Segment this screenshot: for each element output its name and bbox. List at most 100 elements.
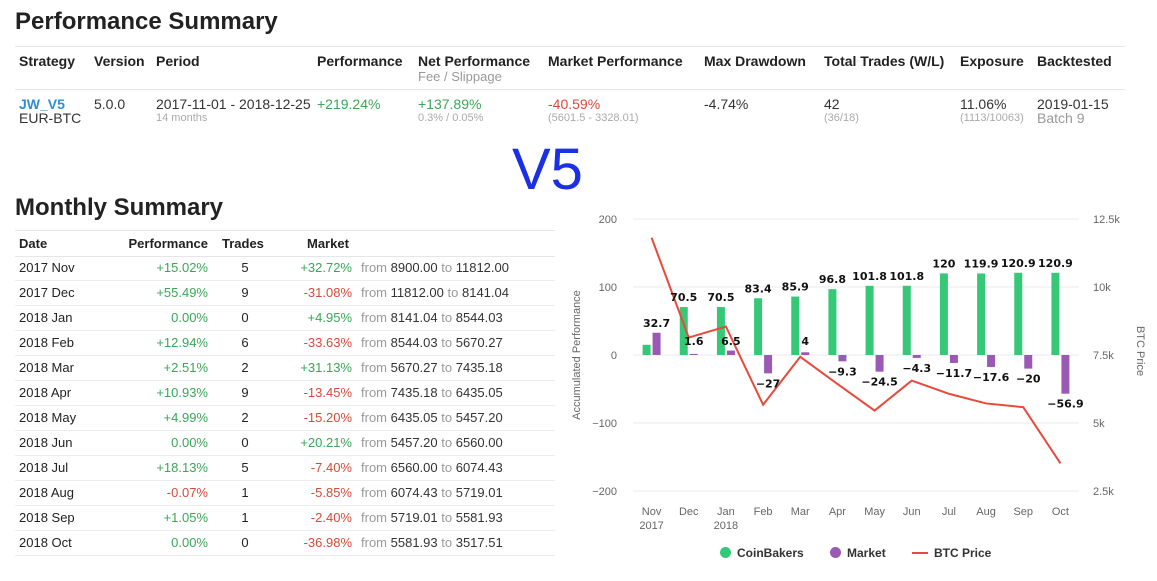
- y2-tick-label: 2.5k: [1093, 486, 1114, 498]
- data-label-market: 32.7: [643, 317, 670, 330]
- monthly-to-word: to: [441, 435, 453, 450]
- y-tick-label: −100: [592, 418, 617, 430]
- bar-coinbakers: [754, 298, 763, 355]
- monthly-date: 2018 Aug: [19, 485, 74, 500]
- x-tick-label: Nov: [642, 506, 662, 518]
- monthly-from-word: from: [361, 310, 387, 325]
- data-label-coinbakers: 120.9: [1001, 257, 1036, 270]
- legend-market[interactable]: Market: [830, 546, 886, 560]
- monthly-market: -15.20%: [303, 410, 352, 425]
- monthly-range: from 6435.05 to 5457.20: [361, 410, 503, 425]
- y-tick-label: 200: [599, 214, 617, 226]
- monthly-market: -7.40%: [310, 460, 352, 475]
- y2-tick-label: 7.5k: [1093, 350, 1114, 362]
- monthly-to-value: 6560.00: [455, 435, 503, 450]
- strategy-pair: EUR-BTC: [19, 110, 82, 126]
- data-label-market: 1.6: [684, 335, 704, 348]
- monthly-trades: 1: [241, 510, 249, 525]
- x-tick-label: Apr: [829, 506, 846, 518]
- monthly-to-word: to: [441, 260, 453, 275]
- data-label-market: −56.9: [1047, 398, 1083, 411]
- header-net-performance-sub: Fee / Slippage: [418, 69, 502, 84]
- monthly-trades: 2: [241, 410, 249, 425]
- x-tick-label: Feb: [754, 506, 773, 518]
- version-overlay-label: V5: [512, 137, 583, 202]
- y2-tick-label: 12.5k: [1093, 214, 1120, 226]
- monthly-to-word: to: [441, 485, 453, 500]
- x-tick-label: Oct: [1052, 506, 1069, 518]
- strategy-link[interactable]: JW_V5: [19, 96, 65, 112]
- data-label-coinbakers: 96.8: [819, 273, 846, 286]
- monthly-header-market: Market: [307, 236, 349, 251]
- bar-market: [726, 350, 735, 355]
- monthly-trades: 6: [241, 335, 249, 350]
- legend-market-label: Market: [847, 546, 886, 560]
- monthly-date: 2018 Apr: [19, 385, 72, 400]
- bar-coinbakers: [939, 273, 948, 355]
- period-value: 2017-11-01 - 2018-12-25: [156, 96, 311, 112]
- bar-market: [801, 352, 810, 355]
- bar-coinbakers: [865, 285, 874, 355]
- monthly-from-word: from: [361, 260, 387, 275]
- bar-market: [764, 355, 773, 374]
- data-label-coinbakers: 70.5: [707, 291, 734, 304]
- legend-coinbakers-label: CoinBakers: [737, 546, 804, 560]
- header-version: Version: [94, 53, 145, 69]
- bar-coinbakers: [1014, 272, 1023, 355]
- bar-coinbakers: [977, 273, 986, 355]
- monthly-range: from 8900.00 to 11812.00: [361, 260, 509, 275]
- monthly-trades: 0: [241, 310, 249, 325]
- data-label-coinbakers: 120.9: [1038, 257, 1073, 270]
- bar-coinbakers: [716, 307, 725, 355]
- y-axis-title: Accumulated Performance: [571, 290, 583, 420]
- monthly-performance: +4.99%: [163, 410, 208, 425]
- monthly-to-word: to: [441, 385, 453, 400]
- monthly-trades: 0: [241, 535, 249, 550]
- data-label-market: −27: [756, 377, 781, 390]
- monthly-range: from 5457.20 to 6560.00: [361, 435, 503, 450]
- monthly-to-word: to: [441, 510, 453, 525]
- monthly-to-value: 8141.04: [461, 285, 509, 300]
- monthly-to-word: to: [441, 360, 453, 375]
- monthly-from-word: from: [361, 485, 387, 500]
- legend-coinbakers-swatch: [720, 547, 731, 558]
- x-tick-label: May: [864, 506, 885, 518]
- monthly-from-word: from: [361, 435, 387, 450]
- monthly-from-word: from: [361, 360, 387, 375]
- legend-coinbakers[interactable]: CoinBakers: [720, 546, 804, 560]
- x-tick-label: Jun: [903, 506, 921, 518]
- monthly-date: 2017 Dec: [19, 285, 75, 300]
- net-performance-value: +137.89%: [418, 96, 482, 112]
- bar-market: [652, 332, 661, 355]
- table-row: 2018 Jan 0.00% 0 +4.95% from 8141.04 to 8544…: [15, 305, 555, 331]
- monthly-header-date: Date: [19, 236, 48, 251]
- monthly-summary-header: Date Performance Trades Market: [15, 230, 555, 257]
- version-value: 5.0.0: [94, 96, 126, 112]
- monthly-performance: -0.07%: [166, 485, 208, 500]
- monthly-from-word: from: [361, 285, 387, 300]
- bar-coinbakers: [902, 285, 911, 355]
- monthly-to-value: 6074.43: [455, 460, 503, 475]
- monthly-date: 2018 Oct: [19, 535, 72, 550]
- header-max-drawdown: Max Drawdown: [704, 53, 806, 69]
- legend-btc-price[interactable]: BTC Price: [912, 546, 991, 560]
- monthly-from-word: from: [361, 335, 387, 350]
- y2-tick-label: 5k: [1093, 418, 1105, 430]
- monthly-to-value: 3517.51: [455, 535, 503, 550]
- monthly-market: -2.40%: [310, 510, 352, 525]
- table-row: 2018 Jul +18.13% 5 -7.40% from 6560.00 to 60…: [15, 455, 555, 481]
- monthly-trades: 5: [241, 260, 249, 275]
- x-tick-label: Dec: [679, 506, 699, 518]
- backtested-sub: Batch 9: [1037, 110, 1085, 126]
- y-tick-label: 100: [599, 282, 617, 294]
- exposure-sub: (1113/10063): [960, 112, 1024, 124]
- bar-coinbakers: [828, 289, 837, 355]
- legend-market-swatch: [830, 547, 841, 558]
- monthly-to-value: 6435.05: [455, 385, 503, 400]
- monthly-market: +31.13%: [300, 360, 352, 375]
- x-tick-sublabel: 2018: [714, 520, 738, 532]
- monthly-performance: +10.93%: [156, 385, 208, 400]
- monthly-range: from 6560.00 to 6074.43: [361, 460, 503, 475]
- header-strategy: Strategy: [19, 53, 76, 69]
- monthly-performance: +55.49%: [156, 285, 208, 300]
